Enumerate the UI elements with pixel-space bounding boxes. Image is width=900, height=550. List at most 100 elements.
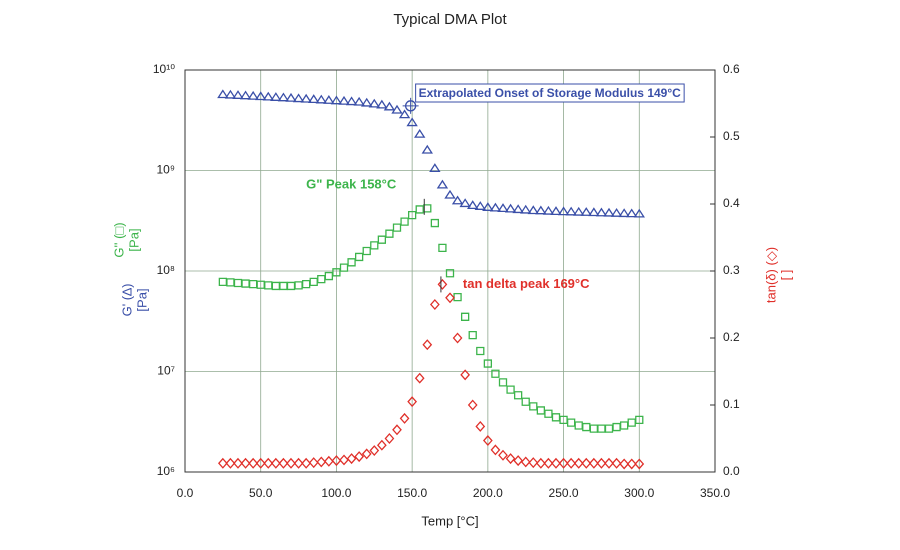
data-point — [398, 109, 411, 119]
data-point — [550, 206, 562, 216]
y2-axis-title: tan(δ) (◇) — [763, 247, 778, 303]
data-point — [376, 99, 388, 109]
data-point — [226, 278, 235, 287]
plot-frame — [184, 69, 716, 473]
data-point — [406, 117, 418, 127]
y2-axis-title: [ ] — [778, 270, 793, 281]
data-point — [445, 292, 455, 304]
x-tick-label: 250.0 — [549, 486, 579, 500]
x-tick-label: 0.0 — [177, 486, 194, 500]
data-point — [497, 203, 509, 213]
series — [217, 278, 645, 470]
data-point — [565, 206, 577, 216]
data-point — [451, 195, 464, 205]
data-point — [301, 279, 311, 289]
data-point — [603, 207, 615, 217]
data-point — [459, 198, 471, 208]
data-point — [436, 179, 449, 189]
data-point — [323, 95, 335, 104]
data-point — [248, 457, 259, 469]
data-point — [264, 281, 273, 290]
data-point — [324, 271, 334, 281]
x-tick-label: 50.0 — [249, 486, 273, 500]
data-point — [582, 422, 591, 432]
data-point — [353, 96, 365, 106]
data-point — [566, 457, 577, 469]
data-point — [619, 421, 629, 430]
x-tick-label: 300.0 — [624, 486, 654, 500]
data-point — [483, 359, 493, 368]
data-point — [247, 90, 259, 100]
data-point — [581, 457, 592, 469]
data-point — [595, 207, 608, 217]
data-point — [308, 457, 319, 469]
data-point — [361, 448, 372, 460]
data-point — [596, 457, 607, 469]
data-point — [414, 372, 425, 384]
data-point — [588, 457, 599, 469]
data-point — [489, 202, 502, 212]
data-point — [634, 458, 645, 470]
data-point — [225, 457, 236, 469]
x-tick-label: 100.0 — [321, 486, 351, 500]
annotation: G" Peak 158°C — [306, 176, 397, 191]
data-point — [498, 449, 508, 461]
data-point — [332, 268, 341, 277]
data-point — [482, 202, 494, 211]
data-point — [241, 279, 250, 288]
data-point — [271, 281, 281, 291]
data-point — [346, 453, 357, 465]
data-point — [604, 457, 614, 469]
data-point — [476, 346, 485, 356]
data-point — [520, 204, 532, 214]
y-tick-label: 10⁹ — [157, 163, 176, 177]
data-point — [468, 330, 477, 340]
data-point — [453, 292, 462, 302]
data-point — [338, 95, 350, 105]
data-point — [233, 457, 243, 469]
series — [218, 204, 644, 433]
data-point — [491, 369, 500, 378]
data-point — [626, 458, 637, 470]
data-point — [543, 457, 554, 469]
data-point — [407, 396, 418, 408]
data-point — [504, 203, 517, 213]
data-point — [286, 281, 296, 291]
data-point — [633, 208, 645, 218]
data-point — [239, 90, 252, 100]
data-point — [573, 206, 585, 216]
data-point — [542, 205, 555, 215]
annotation: Extrapolated Onset of Storage Modulus 14… — [419, 86, 682, 100]
y2-tick-label: 0.4 — [723, 196, 740, 210]
data-point — [308, 94, 320, 104]
data-point — [444, 189, 456, 199]
data-point — [277, 92, 290, 102]
annotation-box — [415, 83, 685, 103]
data-point — [430, 218, 440, 228]
y2-tick-label: 0.3 — [723, 263, 740, 277]
y2-tick-label: 0.6 — [723, 62, 740, 76]
data-point — [589, 424, 599, 433]
data-point — [438, 243, 447, 252]
data-point — [407, 210, 417, 220]
data-point — [627, 418, 636, 427]
data-point — [354, 252, 364, 262]
data-point — [512, 204, 524, 214]
y-axis-title: [Pa] — [134, 288, 149, 311]
y2-tick-label: 0.5 — [723, 129, 740, 143]
data-point — [452, 332, 463, 344]
y2-tick-label: 0.0 — [723, 464, 740, 478]
data-point — [611, 457, 622, 469]
data-point — [544, 409, 553, 418]
data-point — [240, 457, 251, 469]
data-point — [422, 339, 433, 351]
data-point — [474, 201, 486, 210]
data-point — [529, 402, 538, 411]
data-point — [345, 96, 358, 106]
y-tick-label: 10⁸ — [157, 263, 175, 277]
data-point — [551, 413, 561, 422]
data-point — [490, 444, 501, 456]
data-point — [597, 424, 606, 433]
data-point — [278, 457, 289, 469]
data-point — [293, 457, 304, 469]
